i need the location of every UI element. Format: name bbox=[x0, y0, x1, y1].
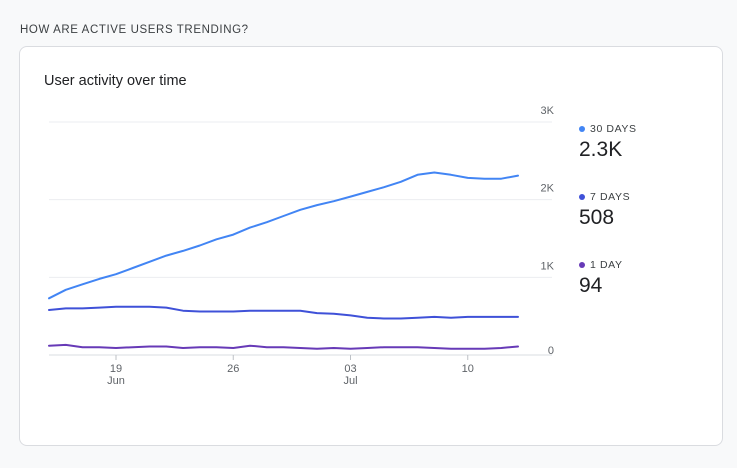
legend-item-7-days: 7 DAYS 508 bbox=[579, 191, 630, 230]
legend-item-30-days: 30 DAYS 2.3K bbox=[579, 123, 637, 162]
series-line-30-days bbox=[48, 171, 519, 300]
legend-label-7-days: 7 DAYS bbox=[590, 191, 631, 203]
card-title: User activity over time bbox=[44, 73, 187, 89]
user-activity-card: User activity over time 0 1K 2K 3K 19 Jun 26 03… bbox=[19, 46, 723, 446]
x-tick-label: 03 bbox=[344, 363, 356, 375]
x-tick-label: 26 bbox=[227, 363, 239, 375]
legend-item-1-day: 1 DAY 94 bbox=[579, 259, 623, 298]
y-tick-label: 1K bbox=[541, 260, 555, 272]
legend-value-30-days: 2.3K bbox=[579, 138, 623, 161]
series-line-7-days bbox=[48, 305, 519, 320]
legend-value-1-day: 94 bbox=[579, 274, 603, 297]
x-tick-month-label: Jul bbox=[343, 375, 357, 387]
legend-dot-1-day bbox=[579, 262, 585, 268]
legend-value-7-days: 508 bbox=[579, 206, 615, 229]
series-line-1-day bbox=[48, 343, 519, 350]
y-tick-label: 3K bbox=[541, 105, 555, 117]
y-tick-label: 2K bbox=[541, 183, 555, 195]
x-tick-month-label: Jun bbox=[107, 375, 125, 387]
x-tick-label: 10 bbox=[462, 363, 474, 375]
y-tick-label: 0 bbox=[548, 345, 554, 357]
legend-dot-30-days bbox=[579, 126, 585, 132]
legend-label-30-days: 30 DAYS bbox=[590, 123, 637, 135]
x-tick-label: 19 bbox=[110, 363, 122, 375]
legend-label-1-day: 1 DAY bbox=[590, 259, 623, 271]
section-title: HOW ARE ACTIVE USERS TRENDING? bbox=[20, 24, 249, 36]
legend-dot-7-days bbox=[579, 194, 585, 200]
